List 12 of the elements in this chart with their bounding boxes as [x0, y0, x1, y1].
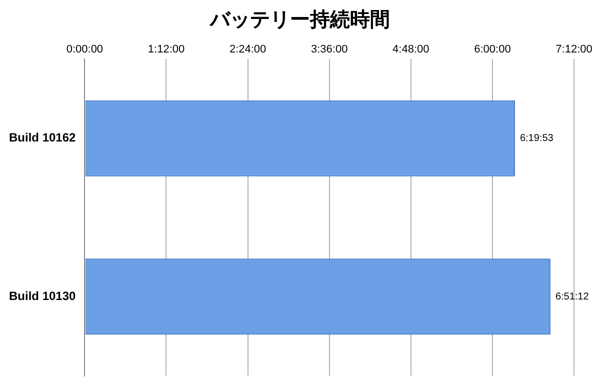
x-tick-label: 4:48:00 [392, 44, 430, 56]
data-label: 6:19:53 [520, 133, 554, 144]
x-tick-label: 0:00:00 [66, 44, 104, 56]
y-tick-label: Build 10162 [8, 130, 76, 145]
chart-title: バッテリー持続時間 [208, 6, 391, 33]
x-tick-label: 3:36:00 [310, 44, 348, 56]
y-tick-label: Build 10130 [8, 288, 76, 303]
x-tick-label: 2:24:00 [229, 44, 266, 56]
data-label: 6:51:12 [555, 291, 590, 302]
x-tick-label: 6:00:00 [474, 44, 511, 56]
x-tick-label: 1:12:00 [148, 44, 185, 56]
x-tick-label: 7:12:00 [556, 44, 592, 56]
